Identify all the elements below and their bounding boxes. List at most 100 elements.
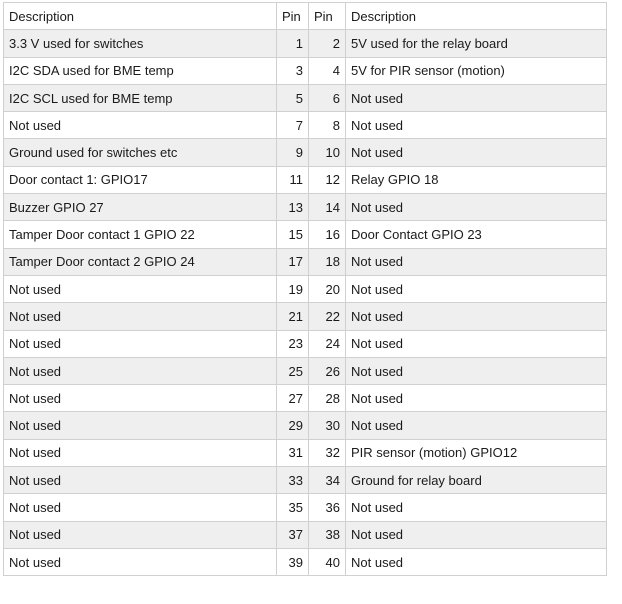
table-row: Not used 39 40 Not used [3, 547, 607, 577]
cell-pin-left: 17 [276, 247, 309, 276]
table-row: I2C SCL used for BME temp 5 6 Not used [3, 83, 607, 113]
cell-pin-left: 21 [276, 302, 309, 331]
cell-description-right: Not used [345, 111, 607, 140]
cell-pin-left: 19 [276, 274, 309, 304]
cell-description-right: Not used [345, 329, 607, 358]
cell-pin-left: 37 [276, 520, 309, 549]
cell-pin-left: 13 [276, 193, 309, 222]
cell-description-right: Not used [345, 193, 607, 222]
cell-description-right: Door Contact GPIO 23 [345, 220, 607, 249]
cell-pin-right: 24 [308, 329, 346, 358]
cell-description-right: Relay GPIO 18 [345, 165, 607, 195]
cell-pin-right: 38 [308, 520, 346, 549]
table-row: Door contact 1: GPIO17 11 12 Relay GPIO 18 [3, 165, 607, 195]
cell-pin-right: 30 [308, 411, 346, 440]
cell-description-left: Not used [3, 466, 277, 495]
table-body: 3.3 V used for switches 1 2 5V used for the… [3, 29, 607, 577]
header-row: Description Pin Pin Description [3, 1, 607, 31]
table-row: Tamper Door contact 2 GPIO 24 17 18 Not use… [3, 247, 607, 276]
cell-description-left: Ground used for switches etc [3, 138, 277, 167]
table-row: Tamper Door contact 1 GPIO 22 15 16 Door Co… [3, 220, 607, 249]
header-description-left: Description [3, 1, 277, 31]
cell-description-left: 3.3 V used for switches [3, 29, 277, 58]
cell-description-left: Not used [3, 302, 277, 331]
cell-pin-left: 31 [276, 438, 309, 468]
table-row: Not used 37 38 Not used [3, 520, 607, 549]
cell-pin-right: 18 [308, 247, 346, 276]
cell-pin-right: 22 [308, 302, 346, 331]
table-header: Description Pin Pin Description [3, 1, 607, 31]
table-row: Not used 27 28 Not used [3, 384, 607, 413]
table-row: Ground used for switches etc 9 10 Not used [3, 138, 607, 167]
cell-description-right: Not used [345, 520, 607, 549]
cell-pin-right: 12 [308, 165, 346, 195]
cell-description-left: Not used [3, 329, 277, 358]
cell-description-right: Ground for relay board [345, 466, 607, 495]
cell-description-right: 5V used for the relay board [345, 29, 607, 58]
cell-pin-left: 39 [276, 547, 309, 577]
cell-pin-right: 8 [308, 111, 346, 140]
cell-description-right: Not used [345, 274, 607, 304]
cell-pin-left: 29 [276, 411, 309, 440]
table-row: 3.3 V used for switches 1 2 5V used for the… [3, 29, 607, 58]
cell-pin-left: 1 [276, 29, 309, 58]
cell-pin-left: 33 [276, 466, 309, 495]
cell-pin-right: 2 [308, 29, 346, 58]
table-row: Not used 7 8 Not used [3, 111, 607, 140]
cell-pin-right: 14 [308, 193, 346, 222]
table-row: I2C SDA used for BME temp 3 4 5V for PIR se… [3, 56, 607, 85]
cell-pin-left: 23 [276, 329, 309, 358]
cell-description-left: Door contact 1: GPIO17 [3, 165, 277, 195]
cell-description-right: Not used [345, 384, 607, 413]
cell-description-left: Not used [3, 111, 277, 140]
cell-pin-left: 25 [276, 356, 309, 386]
cell-description-right: Not used [345, 547, 607, 577]
cell-pin-right: 40 [308, 547, 346, 577]
table-row: Not used 29 30 Not used [3, 411, 607, 440]
cell-pin-right: 28 [308, 384, 346, 413]
cell-pin-right: 34 [308, 466, 346, 495]
cell-description-left: Not used [3, 384, 277, 413]
table-row: Not used 35 36 Not used [3, 493, 607, 522]
cell-description-left: I2C SDA used for BME temp [3, 56, 277, 85]
cell-description-left: Not used [3, 438, 277, 468]
cell-pin-left: 35 [276, 493, 309, 522]
cell-pin-right: 20 [308, 274, 346, 304]
cell-pin-left: 3 [276, 56, 309, 85]
cell-description-right: Not used [345, 493, 607, 522]
table-row: Not used 33 34 Ground for relay board [3, 466, 607, 495]
cell-pin-left: 27 [276, 384, 309, 413]
cell-pin-right: 36 [308, 493, 346, 522]
cell-description-right: Not used [345, 247, 607, 276]
cell-pin-right: 10 [308, 138, 346, 167]
cell-description-left: Not used [3, 493, 277, 522]
cell-description-left: Not used [3, 356, 277, 386]
cell-description-right: Not used [345, 411, 607, 440]
cell-description-left: I2C SCL used for BME temp [3, 83, 277, 113]
cell-pin-right: 26 [308, 356, 346, 386]
cell-description-right: Not used [345, 356, 607, 386]
cell-description-right: 5V for PIR sensor (motion) [345, 56, 607, 85]
cell-description-left: Not used [3, 411, 277, 440]
cell-pin-left: 9 [276, 138, 309, 167]
cell-description-right: PIR sensor (motion) GPIO12 [345, 438, 607, 468]
cell-description-left: Not used [3, 520, 277, 549]
table-row: Not used 31 32 PIR sensor (motion) GPIO12 [3, 438, 607, 468]
cell-pin-left: 7 [276, 111, 309, 140]
table-row: Not used 19 20 Not used [3, 274, 607, 304]
cell-description-left: Buzzer GPIO 27 [3, 193, 277, 222]
cell-description-right: Not used [345, 138, 607, 167]
cell-description-right: Not used [345, 302, 607, 331]
table-row: Not used 21 22 Not used [3, 302, 607, 331]
cell-description-left: Not used [3, 547, 277, 577]
cell-pin-right: 32 [308, 438, 346, 468]
cell-description-left: Tamper Door contact 1 GPIO 22 [3, 220, 277, 249]
table-row: Not used 23 24 Not used [3, 329, 607, 358]
pin-table: Description Pin Pin Description 3.3 V us… [3, 1, 607, 577]
cell-pin-left: 5 [276, 83, 309, 113]
header-pin-right: Pin [308, 1, 346, 31]
cell-pin-left: 11 [276, 165, 309, 195]
cell-description-right: Not used [345, 83, 607, 113]
cell-pin-right: 16 [308, 220, 346, 249]
header-pin-left: Pin [276, 1, 309, 31]
